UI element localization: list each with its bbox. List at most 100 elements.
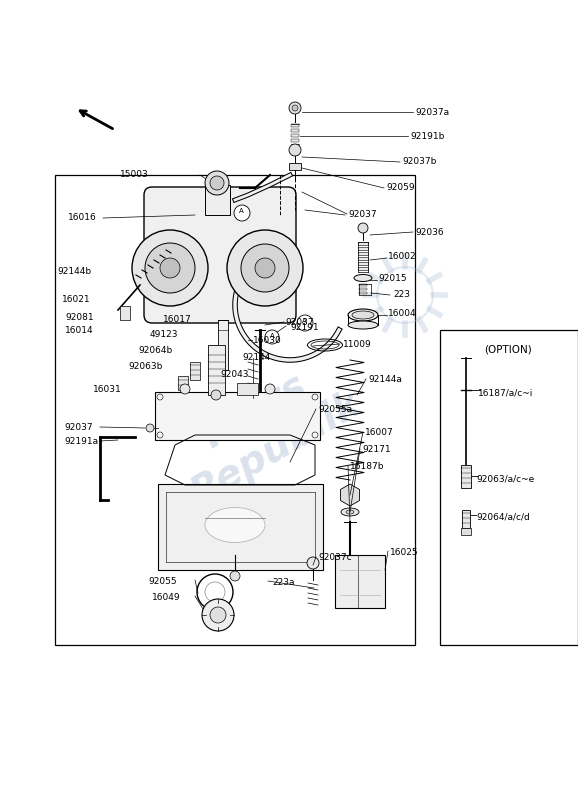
Bar (291, 134, 299, 137)
Bar (208, 345, 225, 395)
Circle shape (255, 258, 275, 278)
Circle shape (180, 384, 190, 394)
Circle shape (307, 557, 319, 569)
Text: 11009: 11009 (343, 340, 372, 349)
FancyBboxPatch shape (144, 187, 296, 323)
Bar (462, 510, 470, 528)
Bar (205, 185, 230, 215)
Text: A: A (239, 208, 244, 214)
Circle shape (265, 384, 275, 394)
Circle shape (292, 105, 298, 111)
Polygon shape (340, 484, 360, 506)
Circle shape (241, 244, 289, 292)
Text: 92191a: 92191a (64, 437, 98, 446)
Text: 92043: 92043 (220, 370, 249, 379)
Text: 223: 223 (393, 290, 410, 299)
Bar (461, 528, 471, 535)
Circle shape (132, 230, 208, 306)
Text: 16007: 16007 (365, 428, 394, 437)
Bar (359, 288, 367, 290)
Circle shape (297, 315, 313, 331)
Circle shape (210, 607, 226, 623)
Text: 16025: 16025 (390, 548, 418, 557)
Text: 92055: 92055 (148, 577, 177, 586)
Text: 92064/a/c/d: 92064/a/c/d (476, 513, 530, 522)
Circle shape (358, 223, 368, 233)
Text: 92059: 92059 (386, 183, 414, 192)
Circle shape (227, 230, 303, 306)
Text: A: A (302, 318, 307, 324)
Bar (359, 284, 367, 286)
Bar (120, 306, 130, 320)
Circle shape (234, 205, 250, 221)
Text: A: A (269, 333, 274, 338)
Bar (358, 257, 368, 260)
Circle shape (289, 102, 301, 114)
Ellipse shape (341, 508, 359, 516)
Text: (OPTION): (OPTION) (484, 345, 532, 355)
Text: 92063/a/c~e: 92063/a/c~e (476, 474, 534, 483)
Text: Parts
Republik: Parts Republik (162, 347, 368, 513)
Text: 92037a: 92037a (415, 108, 449, 117)
Text: 92055a: 92055a (318, 405, 352, 414)
Bar (440, 330, 578, 645)
Bar (237, 383, 258, 395)
Text: 92037b: 92037b (402, 157, 436, 166)
Text: 16187/a/c~i: 16187/a/c~i (478, 388, 533, 397)
Text: 16014: 16014 (65, 326, 94, 335)
Text: 16004: 16004 (388, 309, 417, 318)
Text: 16002: 16002 (388, 252, 417, 261)
Bar (461, 465, 471, 488)
Circle shape (289, 144, 301, 156)
Text: 92144a: 92144a (368, 375, 402, 384)
Circle shape (202, 599, 234, 631)
Bar (358, 267, 368, 270)
Bar (291, 139, 299, 142)
Bar (291, 124, 299, 127)
Text: 92015: 92015 (378, 274, 407, 283)
Ellipse shape (348, 321, 378, 329)
Bar (358, 252, 368, 255)
Bar (218, 320, 228, 370)
Bar (158, 484, 323, 570)
Text: 16017: 16017 (163, 315, 192, 324)
Bar (190, 362, 200, 380)
Bar (289, 163, 301, 170)
Text: 16049: 16049 (152, 593, 180, 602)
Circle shape (211, 390, 221, 400)
Bar (155, 392, 320, 440)
Bar (335, 555, 385, 608)
Ellipse shape (354, 274, 372, 282)
Text: 49123: 49123 (150, 330, 179, 339)
Bar (178, 376, 188, 390)
Text: 92144: 92144 (242, 353, 271, 362)
Text: 92171: 92171 (362, 445, 391, 454)
Text: 223a: 223a (272, 578, 295, 587)
Text: 16016: 16016 (68, 213, 97, 222)
Ellipse shape (348, 309, 378, 321)
Bar (358, 247, 368, 250)
Circle shape (146, 424, 154, 432)
Bar (291, 129, 299, 132)
Circle shape (265, 330, 279, 344)
Text: 92037: 92037 (64, 423, 92, 432)
Circle shape (205, 171, 229, 195)
Text: 16187b: 16187b (350, 462, 384, 471)
Text: 15003: 15003 (120, 170, 149, 179)
Circle shape (160, 258, 180, 278)
Text: 92191: 92191 (290, 323, 318, 332)
Text: 92036: 92036 (415, 228, 444, 237)
Text: 92063b: 92063b (128, 362, 162, 371)
Bar (359, 292, 367, 294)
Bar (358, 262, 368, 265)
Text: 16031: 16031 (93, 385, 122, 394)
Text: 92037c: 92037c (318, 553, 351, 562)
Ellipse shape (346, 510, 354, 514)
Text: 92191b: 92191b (410, 132, 444, 141)
Circle shape (145, 243, 195, 293)
Ellipse shape (205, 507, 265, 542)
Text: 92144b: 92144b (57, 267, 91, 276)
Text: 16030: 16030 (253, 336, 281, 345)
Text: 92037: 92037 (285, 318, 314, 327)
Text: 92081: 92081 (65, 313, 94, 322)
